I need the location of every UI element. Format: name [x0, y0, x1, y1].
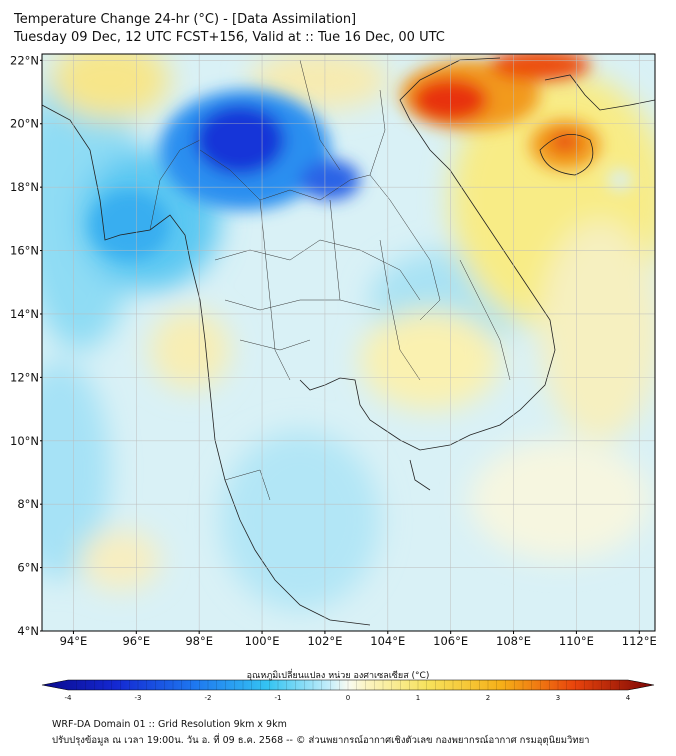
- lat-label: 10°N: [10, 434, 39, 448]
- temperature-field: [42, 54, 655, 631]
- colorbar-tick-label: -4: [65, 694, 73, 700]
- lon-label: 100°E: [245, 634, 280, 648]
- lat-label: 6°N: [17, 561, 39, 575]
- lon-label: 96°E: [122, 634, 150, 648]
- lat-label: 4°N: [17, 624, 39, 638]
- plot-frame: [41, 53, 656, 632]
- lat-label: 8°N: [17, 497, 39, 511]
- lat-label: 14°N: [10, 307, 39, 321]
- colorbar-tick-label: -1: [275, 694, 282, 700]
- map-subtitle: Tuesday 09 Dec, 12 UTC FCST+156, Valid a…: [14, 30, 445, 45]
- colorbar-tick-label: 0: [346, 694, 350, 700]
- lat-label: 20°N: [10, 117, 39, 131]
- lon-label: 106°E: [433, 634, 468, 648]
- footer-model-info: WRF-DA Domain 01 :: Grid Resolution 9km …: [52, 719, 287, 730]
- colorbar-tick-label: 1: [416, 694, 420, 700]
- lat-label: 22°N: [10, 53, 39, 67]
- colorbar: -4 -3 -2 -1 0 1 2 3 4: [41, 679, 655, 700]
- colorbar-title: อุณหภูมิเปลี่ยนแปลง หน่วย องศาเซลเซียส (…: [246, 671, 430, 681]
- lat-label: 18°N: [10, 180, 39, 194]
- lon-label: 112°E: [622, 634, 657, 648]
- latitude-labels: 22°N 20°N 18°N 16°N 14°N 12°N 10°N 8°N 6°N 4°N: [10, 53, 42, 638]
- longitude-labels: 94°E 96°E 98°E 100°E 102°E 104°E 106°E 108°E 110…: [60, 631, 657, 648]
- lat-label: 12°N: [10, 370, 39, 384]
- coastlines: [42, 57, 655, 626]
- admin-borders: [149, 59, 511, 501]
- colorbar-tick-label: 3: [556, 694, 560, 700]
- lon-label: 102°E: [307, 634, 342, 648]
- colorbar-tick-label: 4: [626, 694, 631, 700]
- colorbar-tick-label: -2: [205, 694, 212, 700]
- footer-update-info: ปรับปรุงข้อมูล ณ เวลา 19:00น. วัน อ. ที่…: [52, 735, 590, 746]
- lat-label: 16°N: [10, 244, 39, 258]
- colorbar-tick-label: 2: [486, 694, 490, 700]
- colorbar-ticks: -4 -3 -2 -1 0 1 2 3 4: [65, 694, 631, 700]
- lon-label: 110°E: [559, 634, 594, 648]
- lon-label: 108°E: [496, 634, 531, 648]
- gridlines: [42, 54, 655, 632]
- colorbar-tick-label: -3: [135, 694, 142, 700]
- map-title: Temperature Change 24-hr (°C) - [Data As…: [14, 12, 357, 27]
- lon-label: 94°E: [60, 634, 88, 648]
- temperature-map[interactable]: 22°N 20°N 18°N 16°N 14°N 12°N 10°N 8°N 6°N 4°N 94…: [0, 0, 676, 700]
- lon-label: 98°E: [185, 634, 213, 648]
- lon-label: 104°E: [370, 634, 405, 648]
